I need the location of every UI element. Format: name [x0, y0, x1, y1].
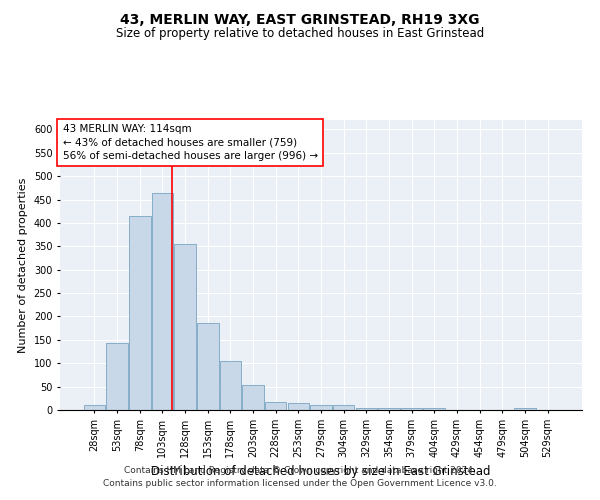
X-axis label: Distribution of detached houses by size in East Grinstead: Distribution of detached houses by size … [151, 466, 491, 478]
Bar [175, 244, 196, 410]
Y-axis label: Number of detached properties: Number of detached properties [18, 178, 28, 352]
Bar [287, 404, 309, 410]
Bar [310, 406, 332, 410]
Bar [356, 408, 377, 410]
Bar [84, 406, 105, 410]
Bar [378, 408, 400, 410]
Bar [197, 324, 218, 410]
Text: Contains HM Land Registry data © Crown copyright and database right 2024.
Contai: Contains HM Land Registry data © Crown c… [103, 466, 497, 487]
Text: 43, MERLIN WAY, EAST GRINSTEAD, RH19 3XG: 43, MERLIN WAY, EAST GRINSTEAD, RH19 3XG [120, 12, 480, 26]
Bar [220, 361, 241, 410]
Bar [152, 192, 173, 410]
Bar [333, 406, 355, 410]
Bar [424, 408, 445, 410]
Bar [401, 408, 422, 410]
Bar [514, 408, 536, 410]
Bar [242, 385, 264, 410]
Bar [106, 343, 128, 410]
Bar [129, 216, 151, 410]
Text: Size of property relative to detached houses in East Grinstead: Size of property relative to detached ho… [116, 28, 484, 40]
Bar [265, 402, 286, 410]
Text: 43 MERLIN WAY: 114sqm
← 43% of detached houses are smaller (759)
56% of semi-det: 43 MERLIN WAY: 114sqm ← 43% of detached … [62, 124, 318, 161]
